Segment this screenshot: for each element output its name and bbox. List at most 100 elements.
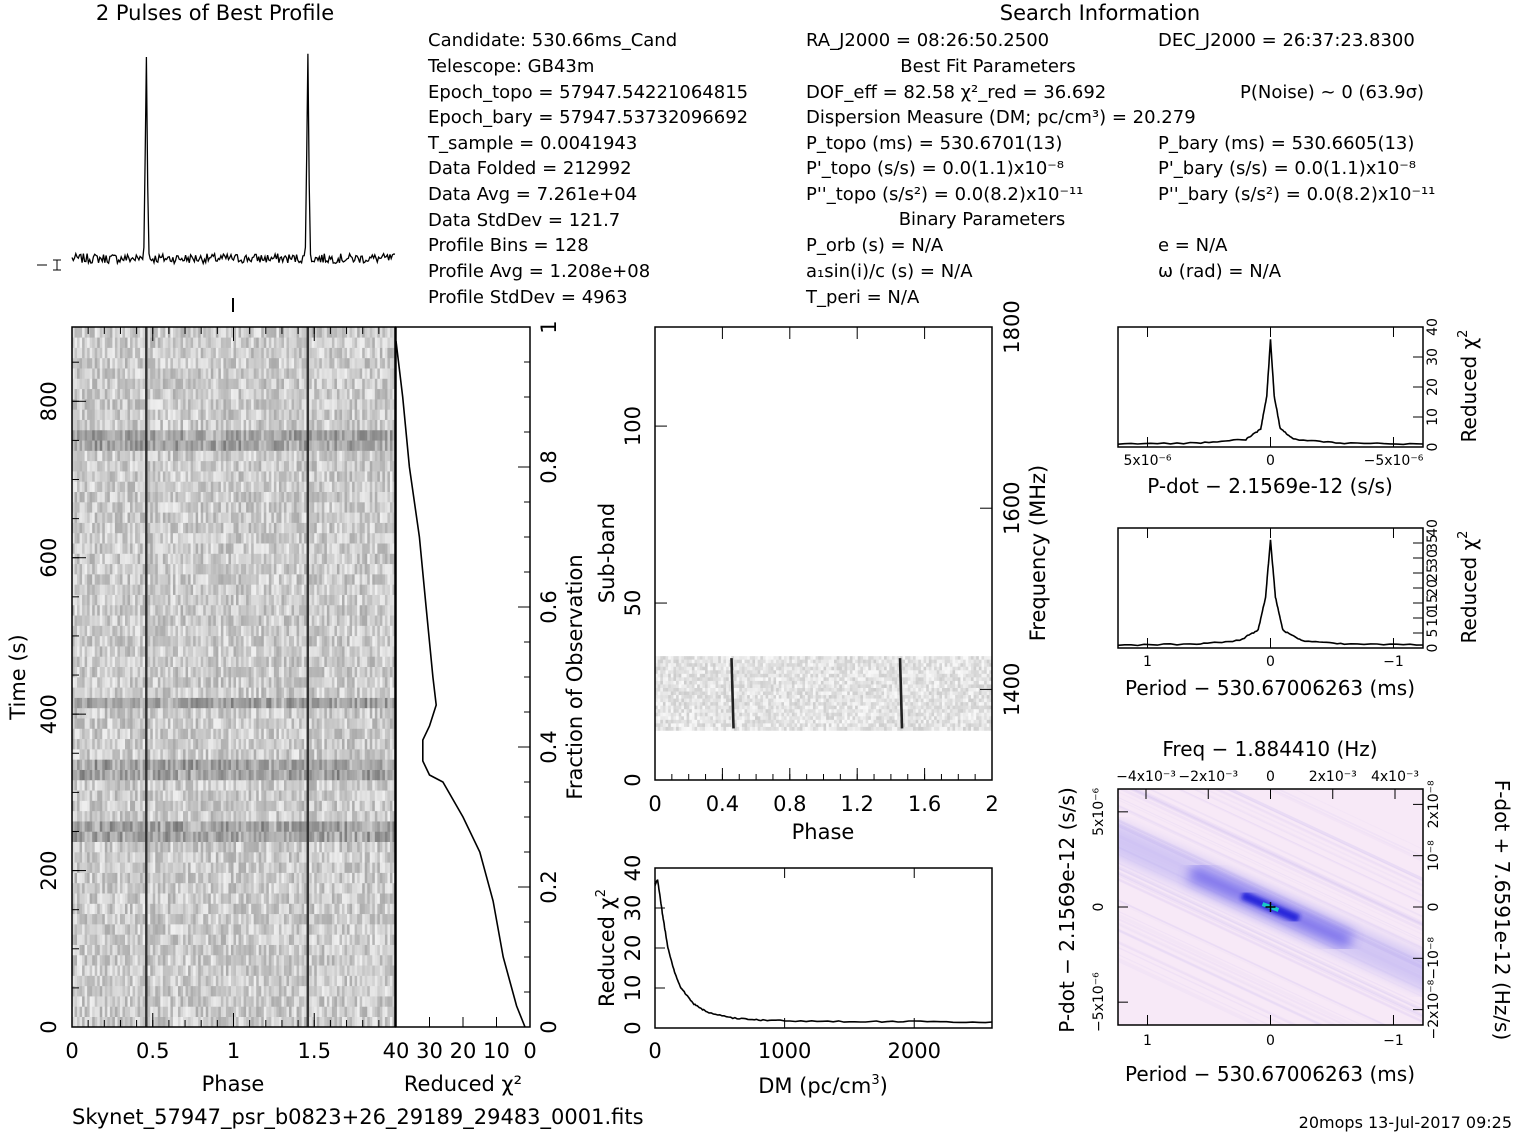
time-phase-cell xyxy=(291,687,295,698)
time-phase-cell xyxy=(137,749,141,760)
time-phase-cell xyxy=(344,656,348,667)
time-phase-cell xyxy=(162,862,166,873)
time-phase-cell xyxy=(84,821,88,832)
time-phase-cell xyxy=(193,934,196,945)
time-phase-cell xyxy=(336,656,340,667)
time-phase-cell xyxy=(107,913,111,925)
time-phase-cell xyxy=(104,635,108,647)
time-phase-cell xyxy=(198,1006,201,1017)
time-phase-cell xyxy=(130,738,133,750)
time-phase-cell xyxy=(268,759,272,770)
time-phase-cell xyxy=(208,728,212,740)
time-phase-cell xyxy=(200,903,204,915)
time-phase-cell xyxy=(362,707,366,719)
time-phase-cell xyxy=(162,872,166,884)
time-phase-cell xyxy=(374,749,378,760)
time-phase-cell xyxy=(357,975,360,987)
time-phase-cell xyxy=(379,687,383,698)
time-phase-cell xyxy=(241,749,244,760)
time-phase-cell xyxy=(74,913,78,925)
time-phase-cell xyxy=(185,718,189,729)
time-phase-cell xyxy=(97,697,101,709)
time-phase-cell xyxy=(271,841,275,853)
time-phase-cell xyxy=(362,913,366,925)
time-phase-cell xyxy=(316,779,320,791)
time-phase-cell xyxy=(241,738,244,750)
time-phase-cell xyxy=(251,666,254,678)
time-phase-cell xyxy=(79,769,83,781)
time-phase-cell xyxy=(203,677,207,688)
time-phase-cell xyxy=(109,779,113,791)
time-phase-cell xyxy=(344,677,348,688)
time-phase-cell xyxy=(339,738,343,750)
time-phase-cell xyxy=(354,790,358,801)
time-phase-cell xyxy=(263,687,267,698)
time-phase-cell xyxy=(364,903,368,915)
time-phase-cell xyxy=(170,749,174,760)
time-phase-cell xyxy=(114,841,118,853)
time-phase-cell xyxy=(256,872,260,884)
time-phase-cell xyxy=(79,831,83,842)
time-phase-cell xyxy=(321,924,325,935)
time-phase-cell xyxy=(223,800,227,812)
time-phase-cell xyxy=(377,852,381,863)
time-phase-cell xyxy=(170,728,174,740)
time-phase-cell xyxy=(241,944,244,956)
time-phase-cell xyxy=(215,924,219,935)
time-phase-cell xyxy=(289,934,292,945)
time-phase-cell xyxy=(155,872,159,884)
time-phase-cell xyxy=(314,903,318,915)
time-phase-cell xyxy=(372,687,376,698)
time-phase-cell xyxy=(117,913,121,925)
time-phase-cell xyxy=(301,790,305,801)
time-phase-cell xyxy=(326,646,330,657)
time-phase-cell xyxy=(248,800,252,812)
time-phase-cell xyxy=(132,718,136,729)
time-phase-cell xyxy=(311,790,315,801)
time-phase-cell xyxy=(364,718,368,729)
time-phase-cell xyxy=(165,934,169,945)
time-phase-cell xyxy=(357,635,360,647)
time-phase-cell xyxy=(283,697,287,709)
time-phase-cell xyxy=(372,718,376,729)
time-phase-cell xyxy=(203,996,207,1007)
time-phase-cell xyxy=(289,882,292,894)
time-phase-cell xyxy=(299,728,302,740)
time-phase-cell xyxy=(377,841,381,853)
time-phase-cell xyxy=(185,965,189,976)
time-phase-cell xyxy=(379,893,383,904)
time-phase-cell xyxy=(198,728,201,740)
time-phase-cell xyxy=(104,810,108,822)
time-phase-cell xyxy=(97,852,101,863)
time-phase-cell xyxy=(243,677,247,688)
time-phase-cell xyxy=(89,687,93,698)
time-phase-cell xyxy=(286,749,290,760)
time-phase-cell xyxy=(230,893,234,904)
time-phase-cell xyxy=(233,996,237,1007)
time-phase-cell xyxy=(349,924,353,935)
time-phase-cell xyxy=(89,625,93,637)
time-phase-cell xyxy=(190,903,194,915)
time-phase-cell xyxy=(132,996,136,1007)
time-phase-cell xyxy=(155,1016,159,1027)
time-phase-cell xyxy=(326,1006,330,1017)
time-phase-cell xyxy=(195,882,199,894)
time-phase-cell xyxy=(289,1006,292,1017)
time-phase-cell xyxy=(160,862,164,873)
time-phase-cell xyxy=(326,687,330,698)
time-phase-cell xyxy=(200,749,204,760)
time-phase-cell xyxy=(94,1006,98,1017)
time-phase-cell xyxy=(268,882,272,894)
time-phase-cell xyxy=(379,646,383,657)
time-phase-cell xyxy=(223,635,227,647)
time-phase-cell xyxy=(72,841,75,853)
time-phase-cell xyxy=(276,646,280,657)
time-phase-cell xyxy=(228,759,232,770)
time-phase-cell xyxy=(77,841,80,853)
time-phase-cell xyxy=(132,759,136,770)
time-phase-cell xyxy=(362,749,366,760)
time-phase-cell xyxy=(89,666,93,678)
time-phase-cell xyxy=(273,1016,277,1027)
time-phase-cell xyxy=(334,893,338,904)
time-phase-cell xyxy=(175,965,179,976)
